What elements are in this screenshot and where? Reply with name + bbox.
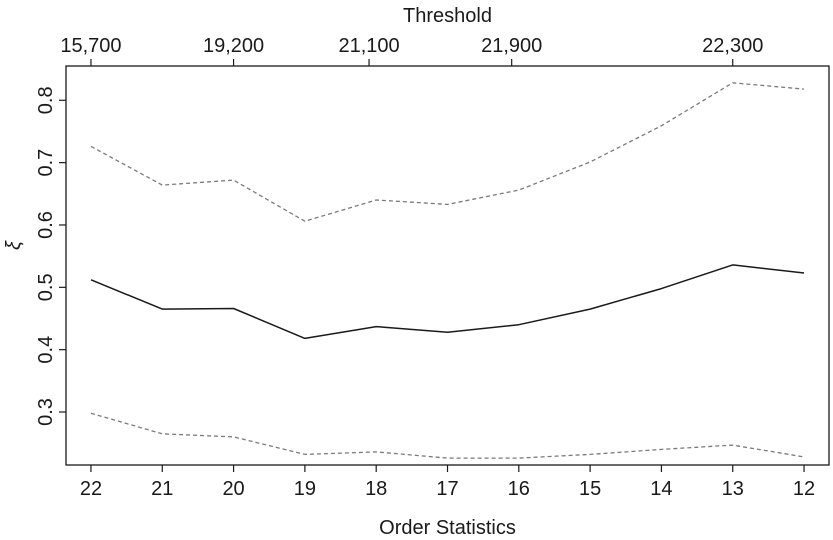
- top-tick-label: 15,700: [60, 35, 121, 57]
- y-tick-label: 0.4: [35, 336, 57, 364]
- plot-frame: [65, 65, 830, 466]
- x-axis-title: Order Statistics: [379, 517, 516, 539]
- top-tick-label: 21,900: [481, 35, 542, 57]
- x-tick-label: 15: [579, 478, 601, 500]
- top-tick-label: 21,100: [338, 35, 399, 57]
- x-tick-label: 16: [508, 478, 530, 500]
- y-tick-label: 0.5: [35, 273, 57, 301]
- top-tick-label: 22,300: [702, 35, 763, 57]
- bottom-axis: 22 21 20 19 18 17 16 15 14 13 12: [80, 465, 815, 500]
- y-tick-label: 0.8: [35, 86, 57, 114]
- y-axis-title: ξ: [3, 240, 25, 250]
- y-tick-label: 0.6: [35, 211, 57, 239]
- x-tick-label: 13: [722, 478, 744, 500]
- top-axis-title: Threshold: [403, 5, 492, 27]
- x-tick-label: 18: [365, 478, 387, 500]
- x-tick-label: 21: [151, 478, 173, 500]
- x-tick-label: 20: [222, 478, 244, 500]
- series-line-upper: [90, 82, 805, 222]
- x-tick-label: 14: [650, 478, 672, 500]
- top-tick-label: 19,200: [203, 35, 264, 57]
- x-tick-label: 17: [436, 478, 458, 500]
- left-axis: 0.3 0.4 0.5 0.6 0.7 0.8: [35, 86, 66, 426]
- x-tick-label: 19: [294, 478, 316, 500]
- series-line-lower: [90, 412, 805, 459]
- y-tick-label: 0.7: [35, 149, 57, 177]
- series-line-estimate: [90, 264, 805, 340]
- series-layer: [90, 82, 805, 459]
- y-tick-label: 0.3: [35, 398, 57, 426]
- top-axis: 15,700 19,200 21,100 21,900 22,300: [60, 35, 763, 66]
- x-tick-label: 12: [793, 478, 815, 500]
- x-tick-label: 22: [80, 478, 102, 500]
